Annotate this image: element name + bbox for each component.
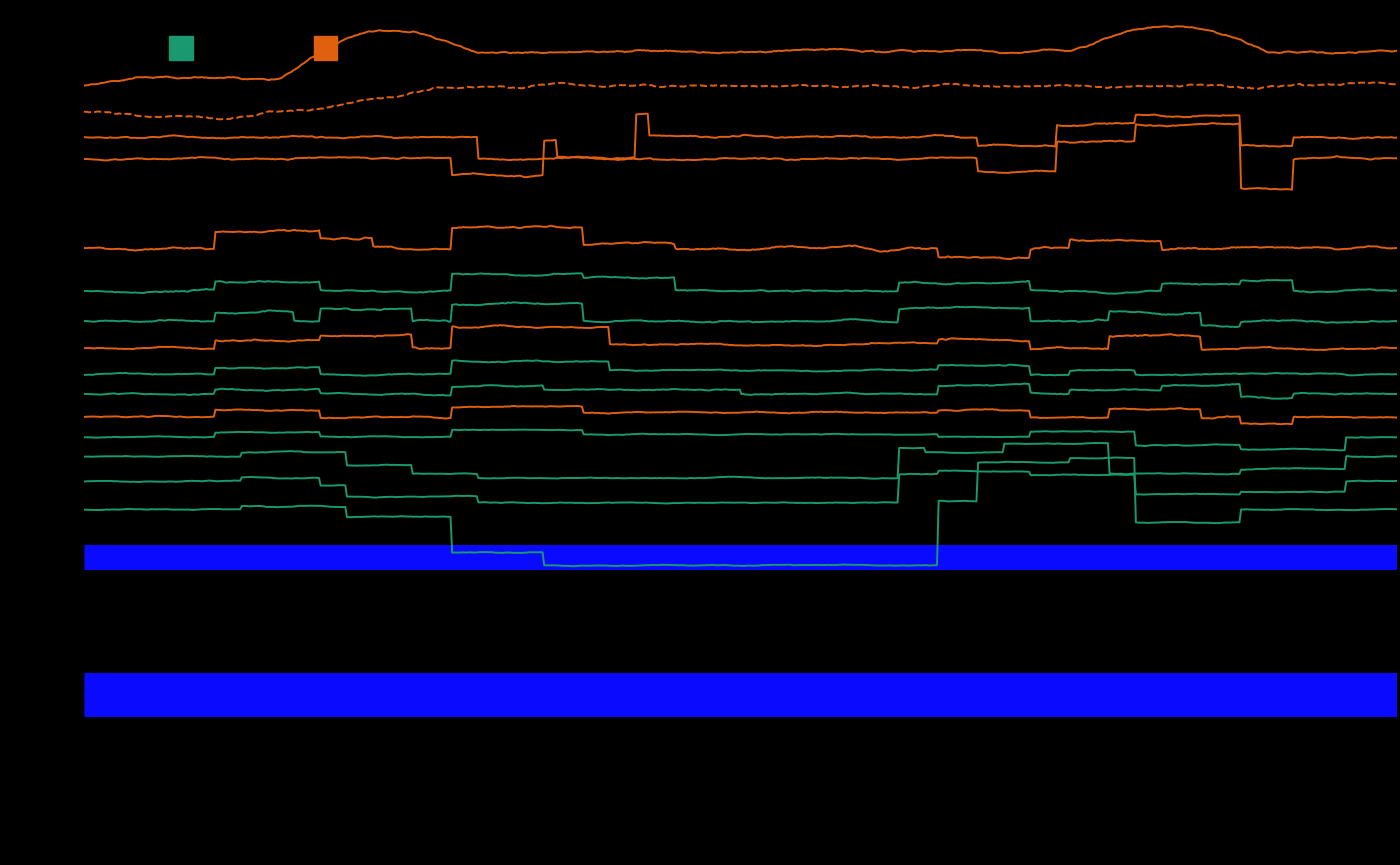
FancyBboxPatch shape (169, 36, 193, 60)
FancyBboxPatch shape (314, 36, 337, 60)
